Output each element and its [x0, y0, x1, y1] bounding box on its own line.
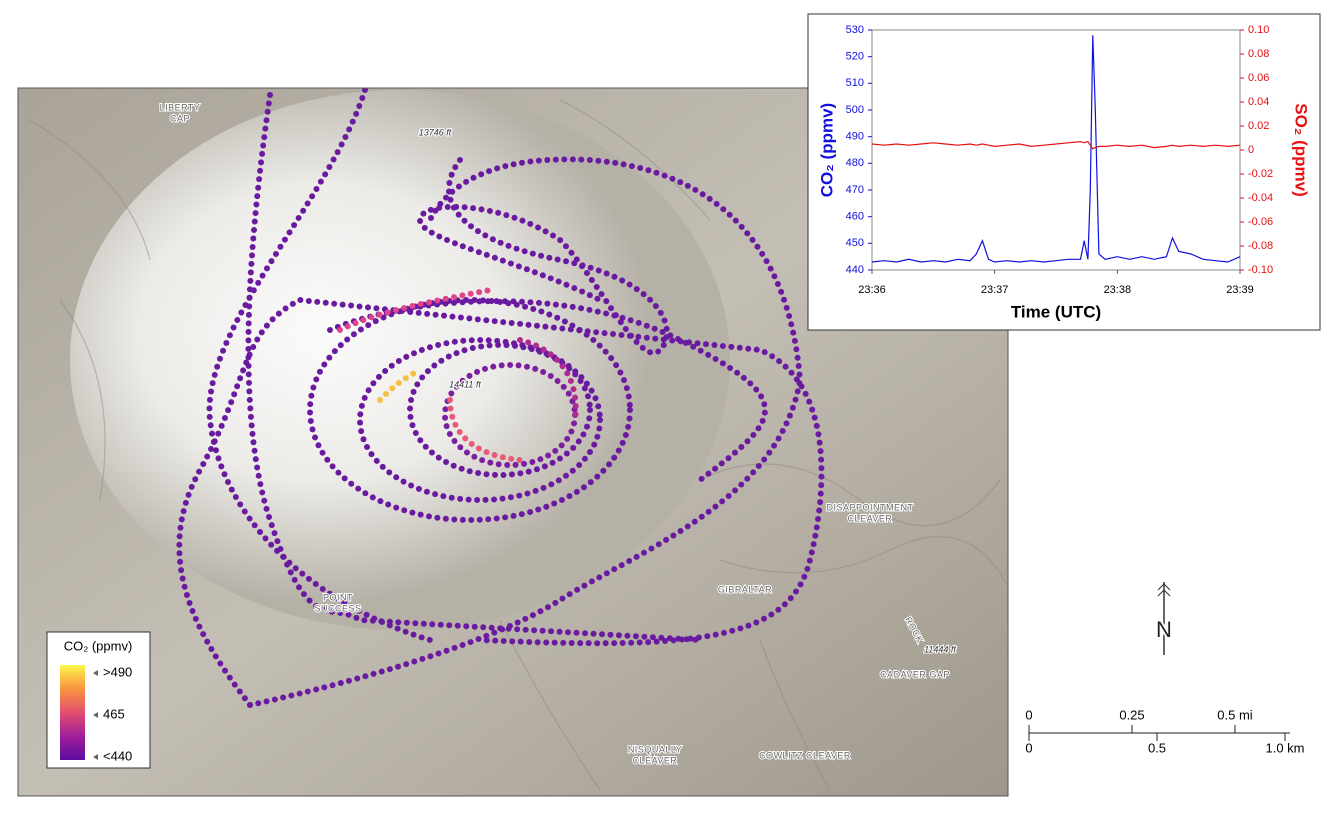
place-label: 14411 ft: [449, 379, 481, 389]
x-tick-label: 23:39: [1226, 284, 1254, 296]
y2-tick-label: 0: [1248, 144, 1254, 156]
y-tick-label: 510: [846, 77, 864, 89]
legend-label: >490: [103, 664, 132, 679]
place-label: 11444 ft: [924, 644, 956, 654]
place-label: POINT: [323, 592, 353, 602]
place-label: CAP: [170, 113, 190, 123]
series-line: [871, 35, 1241, 263]
scale-label: 0: [1025, 740, 1032, 755]
place-label: CLEAVER: [633, 755, 678, 765]
scale-label: 0.5: [1148, 740, 1166, 755]
y-tick-label: 500: [846, 104, 864, 116]
y-tick-label: 530: [846, 24, 864, 36]
place-label: COWLITZ CLEAVER: [759, 750, 851, 760]
y-tick-label: 490: [846, 131, 864, 143]
place-label: LIBERTY: [160, 102, 201, 112]
legend-title: CO₂ (ppmv): [64, 638, 133, 653]
y-tick-label: 450: [846, 237, 864, 249]
x-tick-label: 23:38: [1104, 284, 1132, 296]
scale-label: 0.25: [1119, 707, 1144, 722]
scale-label: 1.0 km: [1265, 740, 1304, 755]
flight-track: [176, 88, 825, 708]
legend-pointer: [93, 754, 98, 760]
legend-pointer: [93, 712, 98, 718]
y2-tick-label: 0.10: [1248, 24, 1269, 36]
y2-tick-label: 0.08: [1248, 48, 1269, 60]
y-tick-label: 520: [846, 51, 864, 63]
y2-tick-label: -0.02: [1248, 168, 1273, 180]
scale-bar: 0 0.25 0.5 mi 0 0.5 1.0 km: [1025, 707, 1304, 755]
y-axis-title: CO₂ (ppmv): [817, 103, 836, 197]
y2-tick-label: 0.04: [1248, 96, 1269, 108]
place-label: CADAVER GAP: [880, 669, 950, 679]
x-axis-title: Time (UTC): [1011, 302, 1101, 321]
legend-pointer: [93, 670, 98, 676]
map-frame: [17, 87, 1009, 797]
x-tick-label: 23:37: [981, 284, 1009, 296]
place-label: NISQUALLY: [628, 744, 682, 754]
place-label: 13746 ft: [419, 127, 452, 137]
y2-tick-label: 0.02: [1248, 120, 1269, 132]
scale-label: 0: [1025, 707, 1032, 722]
legend: CO₂ (ppmv) >490 465 <440: [46, 631, 151, 769]
north-label: N: [1156, 617, 1172, 642]
inset-chart: 440 450 460 470 480 490 500 510 520 530 -0.10 -0.08…: [807, 13, 1321, 331]
color-ramp: [60, 665, 85, 760]
north-arrow: N: [1154, 582, 1174, 655]
y2-tick-label: 0.06: [1248, 72, 1269, 84]
y-tick-label: 480: [846, 157, 864, 169]
y2-tick-label: -0.08: [1248, 240, 1273, 252]
y-tick-label: 440: [846, 264, 864, 276]
place-label: GIBRALTAR: [718, 584, 772, 594]
series-line: [871, 140, 1241, 150]
place-label: DISAPPOINTMENT: [826, 502, 913, 512]
legend-label: 465: [103, 706, 125, 721]
legend-label: <440: [103, 748, 132, 763]
scale-label: 0.5 mi: [1217, 707, 1253, 722]
inset-frame: [807, 13, 1321, 331]
y2-tick-label: -0.04: [1248, 192, 1273, 204]
y-tick-label: 470: [846, 184, 864, 196]
place-label: SUCCESS: [314, 603, 361, 613]
place-label: CLEAVER: [848, 513, 893, 523]
y2-axis-title: SO₂ (ppmv): [1292, 103, 1311, 197]
y-tick-label: 460: [846, 211, 864, 223]
x-tick-label: 23:36: [858, 284, 886, 296]
y2-tick-label: -0.06: [1248, 216, 1273, 228]
north-head: [1157, 583, 1171, 597]
y2-tick-label: -0.10: [1248, 264, 1273, 276]
